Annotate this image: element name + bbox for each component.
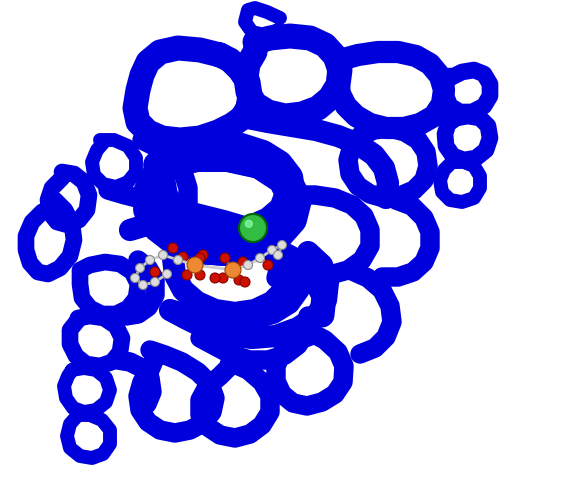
Circle shape bbox=[239, 214, 267, 242]
Circle shape bbox=[210, 273, 220, 283]
Circle shape bbox=[150, 267, 160, 277]
Circle shape bbox=[195, 253, 205, 263]
Circle shape bbox=[159, 250, 167, 260]
Circle shape bbox=[174, 256, 183, 265]
Circle shape bbox=[150, 278, 159, 287]
Circle shape bbox=[218, 273, 228, 283]
Circle shape bbox=[146, 256, 154, 265]
Circle shape bbox=[243, 261, 252, 270]
Circle shape bbox=[234, 275, 244, 285]
Circle shape bbox=[198, 250, 208, 260]
Circle shape bbox=[138, 281, 147, 290]
Circle shape bbox=[263, 260, 273, 270]
Circle shape bbox=[268, 245, 277, 255]
Circle shape bbox=[136, 264, 145, 273]
Circle shape bbox=[220, 253, 230, 263]
Circle shape bbox=[130, 274, 139, 283]
Circle shape bbox=[256, 254, 264, 263]
Circle shape bbox=[246, 220, 252, 227]
Circle shape bbox=[277, 240, 286, 249]
Circle shape bbox=[225, 262, 241, 278]
Circle shape bbox=[187, 257, 203, 273]
Circle shape bbox=[240, 277, 250, 287]
Circle shape bbox=[195, 270, 205, 280]
Circle shape bbox=[238, 257, 248, 267]
Circle shape bbox=[178, 252, 188, 262]
Circle shape bbox=[182, 270, 192, 280]
Circle shape bbox=[163, 270, 171, 279]
Circle shape bbox=[273, 250, 282, 260]
Circle shape bbox=[168, 243, 178, 253]
